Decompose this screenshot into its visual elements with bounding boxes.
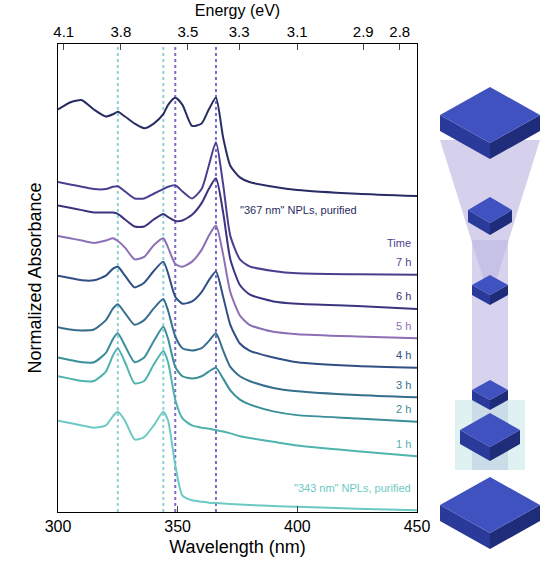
svg-text:7 h: 7 h [396, 256, 411, 268]
svg-text:3.3: 3.3 [229, 23, 250, 40]
svg-text:"343 nm" NPLs, purified: "343 nm" NPLs, purified [294, 482, 411, 494]
svg-text:Energy (eV): Energy (eV) [195, 2, 280, 19]
svg-text:400: 400 [284, 518, 311, 535]
svg-text:5 h: 5 h [396, 320, 411, 332]
svg-text:450: 450 [404, 518, 431, 535]
svg-text:6 h: 6 h [396, 290, 411, 302]
svg-text:2 h: 2 h [396, 403, 411, 415]
svg-text:Time: Time [387, 237, 411, 249]
svg-text:Normalized Absorbance: Normalized Absorbance [25, 182, 45, 373]
svg-text:Wavelength (nm): Wavelength (nm) [169, 537, 305, 557]
svg-text:1 h: 1 h [396, 438, 411, 450]
svg-text:4 h: 4 h [396, 349, 411, 361]
svg-text:4.1: 4.1 [53, 23, 74, 40]
svg-text:3.5: 3.5 [177, 23, 198, 40]
svg-text:"367 nm" NPLs, purified: "367 nm" NPLs, purified [240, 204, 357, 216]
svg-text:2.9: 2.9 [353, 23, 374, 40]
svg-text:350: 350 [164, 518, 191, 535]
svg-text:300: 300 [45, 518, 72, 535]
svg-text:2.8: 2.8 [389, 23, 410, 40]
svg-text:3.1: 3.1 [287, 23, 308, 40]
svg-text:3 h: 3 h [396, 379, 411, 391]
svg-text:3.8: 3.8 [110, 23, 131, 40]
